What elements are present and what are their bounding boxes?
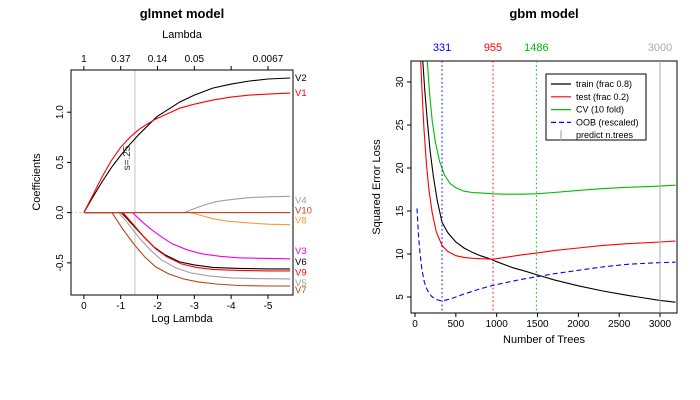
- y-axis-tick-label: 5: [395, 294, 406, 300]
- vline-label-955: 955: [484, 42, 502, 54]
- glmnet-series-V2: [83, 77, 291, 213]
- top-axis-tick-label: 0.14: [148, 54, 168, 65]
- y-axis-tick-label: 0.5: [55, 155, 66, 169]
- top-axis-tick-label: 0.0067: [253, 54, 284, 65]
- y-axis-tick-label: 15: [395, 205, 406, 217]
- glmnet-xlabel: Log Lambda: [151, 313, 213, 325]
- x-axis-tick-label: -1: [116, 301, 125, 312]
- series-label-V6: V6: [295, 257, 307, 268]
- series-label-V9: V9: [295, 267, 307, 278]
- x-axis-tick-label: 2500: [608, 319, 631, 330]
- x-axis-tick-label: 500: [447, 319, 464, 330]
- series-label-V5: V5: [295, 278, 307, 289]
- vline-label-3000: 3000: [648, 42, 672, 54]
- plot-box: [410, 60, 678, 314]
- series-label-V10: V10: [295, 206, 312, 217]
- legend-label-2: CV (10 fold): [576, 105, 624, 115]
- y-axis-tick-label: 1.0: [55, 105, 66, 119]
- top-axis-tick-label: 1: [81, 54, 87, 65]
- x-axis-tick-label: -2: [153, 301, 162, 312]
- glmnet-series-V4: [83, 195, 291, 214]
- y-axis-tick-label: 0.0: [55, 205, 66, 219]
- legend-label-1: test (frac 0.2): [576, 92, 629, 102]
- glmnet-series-V7: [83, 212, 291, 287]
- glmnet-top-axis-label: Lambda: [162, 29, 202, 41]
- series-label-V1: V1: [295, 88, 307, 99]
- x-axis-tick-label: 1500: [526, 319, 549, 330]
- glmnet-series-V6: [83, 212, 291, 270]
- x-axis-tick-label: 2000: [567, 319, 590, 330]
- x-axis-tick-label: -5: [264, 301, 273, 312]
- gbm-plot: 0 500 1000 1500 2000 2500 3000 5 10 15 20 25 30 331 95…: [395, 42, 678, 330]
- series-label-V4: V4: [295, 196, 307, 207]
- legend-label-4: predict n.trees: [576, 130, 634, 140]
- x-axis-tick-label: -4: [227, 301, 236, 312]
- x-axis-tick-label: 1000: [486, 319, 509, 330]
- vline-label-331: 331: [433, 42, 451, 54]
- y-axis-tick-label: 10: [395, 248, 406, 260]
- gbm-series-train: [422, 61, 676, 303]
- legend-label-3: OOB (rescaled): [576, 117, 639, 127]
- gbm-series-test: [420, 61, 676, 260]
- gbm-series-OOB: [416, 208, 676, 302]
- glmnet-series-V5: [83, 212, 291, 280]
- top-axis-tick-label: 0.05: [185, 54, 205, 65]
- legend-label-0: train (frac 0.8): [576, 79, 632, 89]
- y-axis-tick-label: -0.5: [55, 254, 66, 272]
- selected-lambda-label: s=.25: [122, 145, 133, 170]
- glmnet-series-V9: [83, 212, 291, 272]
- glmnet-series-V8: [83, 212, 291, 226]
- glmnet-series-V1: [83, 92, 291, 213]
- plot-box: [70, 69, 294, 296]
- glmnet-title: glmnet model: [139, 6, 225, 21]
- x-axis-tick-label: 3000: [649, 319, 672, 330]
- gbm-series-CV: [426, 61, 676, 195]
- x-axis-tick-label: 0: [412, 319, 418, 330]
- y-axis-tick-label: 30: [395, 76, 406, 88]
- legend-box: [545, 73, 647, 141]
- series-label-V2: V2: [295, 73, 307, 84]
- series-label-V3: V3: [295, 246, 307, 257]
- x-axis-tick-label: -3: [190, 301, 199, 312]
- legend: train (frac 0.8) test (frac 0.2) CV (10 fo…: [545, 73, 647, 141]
- top-axis-tick-label: 0.37: [111, 54, 131, 65]
- vline-label-1486: 1486: [524, 42, 548, 54]
- x-axis-tick-label: 0: [81, 301, 87, 312]
- glmnet-series-V3: [83, 212, 291, 260]
- series-label-V8: V8: [295, 216, 307, 227]
- series-label-V7: V7: [295, 285, 307, 296]
- gbm-title: gbm model: [509, 6, 579, 21]
- gbm-xlabel: Number of Trees: [503, 334, 585, 346]
- glmnet-plot: s=.25 0 -1 -2 -3 -4 -5 1.0 0.5 0.0 -0.5 1 0.37 0.14 0.…: [55, 54, 312, 312]
- y-axis-tick-label: 25: [395, 119, 406, 131]
- y-axis-tick-label: 20: [395, 162, 406, 174]
